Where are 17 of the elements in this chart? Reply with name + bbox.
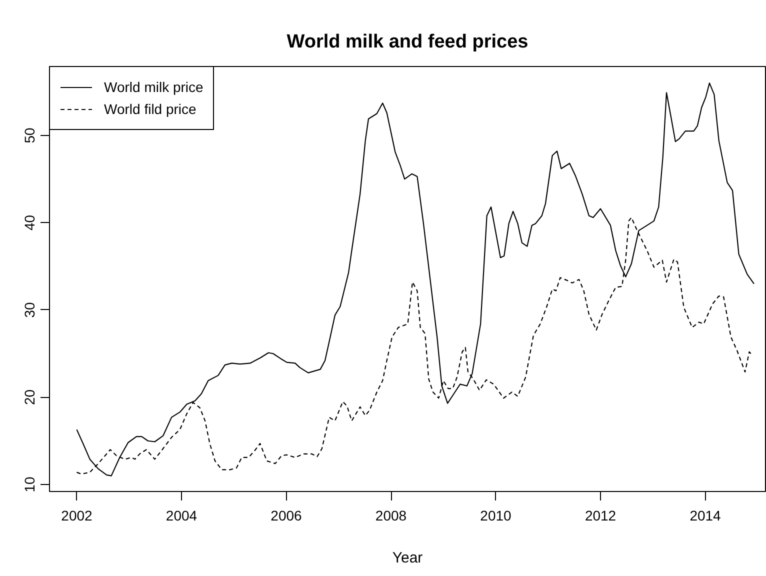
x-tick-label: 2012 [584,508,616,524]
line-series [76,82,755,476]
x-tick-label: 2010 [480,508,512,524]
y-tick-label: 20 [22,389,38,406]
x-axis-title: Year [392,550,423,566]
x-tick-label: 2002 [61,508,93,524]
y-tick-label: 30 [22,302,38,318]
y-tick-label: 50 [22,127,38,144]
x-tick-label: 2004 [166,508,198,524]
y-tick-label: 40 [22,214,38,230]
x-tick-label: 2014 [690,508,722,524]
chart-title: World milk and feed prices [286,32,528,52]
y-tick-label: 10 [22,476,38,492]
x-tick-label: 2008 [375,508,407,524]
legend-label: World milk price [104,79,204,95]
x-tick-label: 2006 [270,508,302,524]
legend-label: World fild price [104,101,196,117]
